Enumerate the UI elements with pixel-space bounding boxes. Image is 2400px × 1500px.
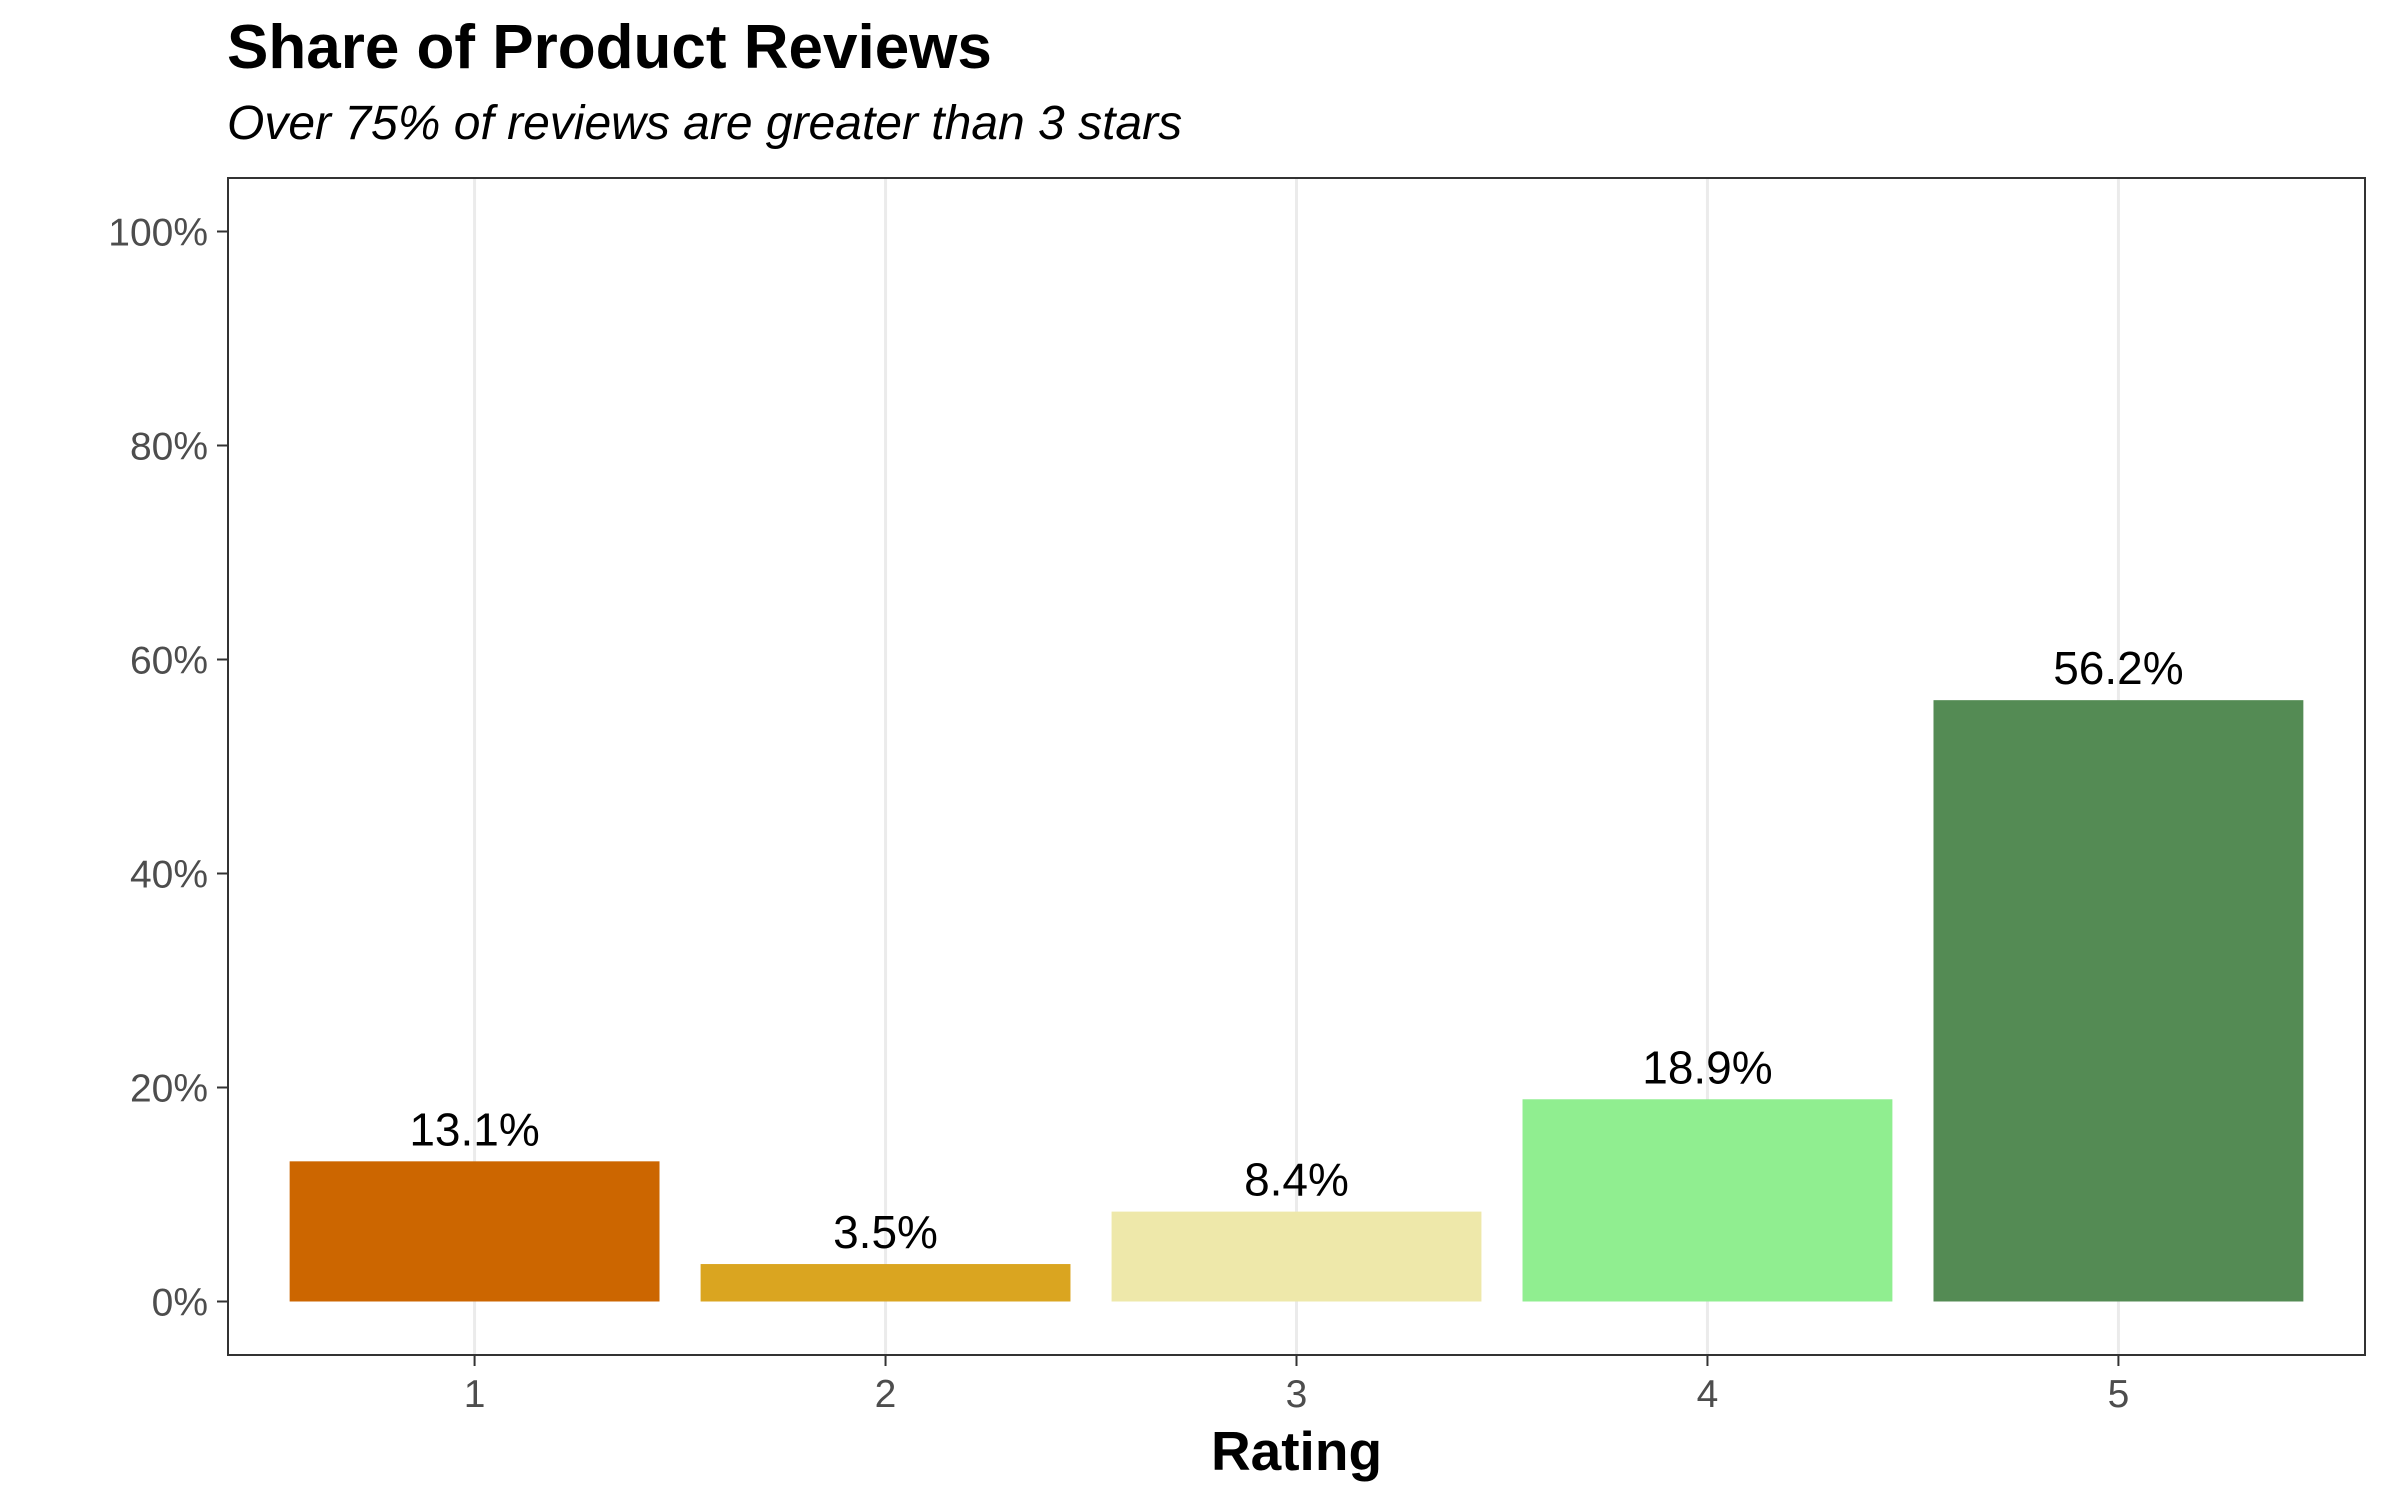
x-tick-label-3: 3: [1286, 1373, 1308, 1416]
bar-value-labels: 13.1% 3.5% 8.4% 18.9% 56.2%: [409, 642, 2183, 1258]
y-tick-label-40: 40%: [130, 854, 208, 897]
bar-rating-5: [1933, 700, 2304, 1302]
y-tick-label-0: 0%: [152, 1282, 208, 1325]
x-tick-label-5: 5: [2108, 1373, 2130, 1416]
y-tick-label-60: 60%: [130, 640, 208, 683]
bar-label-rating-2: 3.5%: [833, 1206, 938, 1258]
x-tick-label-1: 1: [464, 1373, 486, 1416]
bar-rating-4: [1522, 1099, 1893, 1302]
y-axis: 0% 20% 40% 60% 80% 100%: [108, 212, 228, 1325]
bars: [289, 700, 2304, 1302]
y-tick-label-100: 100%: [108, 212, 208, 255]
x-axis: 1 2 3 4 5: [464, 1355, 2130, 1416]
x-axis-title: Rating: [1211, 1420, 1382, 1482]
y-tick-label-80: 80%: [130, 426, 208, 469]
bar-label-rating-1: 13.1%: [409, 1103, 539, 1155]
y-tick-label-20: 20%: [130, 1068, 208, 1111]
bar-label-rating-4: 18.9%: [1642, 1041, 1772, 1093]
chart-title: Share of Product Reviews: [227, 13, 992, 82]
bar-rating-2: [700, 1264, 1071, 1302]
x-tick-label-2: 2: [875, 1373, 897, 1416]
x-tick-label-4: 4: [1697, 1373, 1719, 1416]
bar-label-rating-5: 56.2%: [2053, 642, 2183, 694]
chart-subtitle: Over 75% of reviews are greater than 3 s…: [227, 97, 1183, 150]
bar-rating-1: [289, 1161, 660, 1302]
bar-label-rating-3: 8.4%: [1244, 1154, 1349, 1206]
bar-rating-3: [1111, 1211, 1482, 1302]
